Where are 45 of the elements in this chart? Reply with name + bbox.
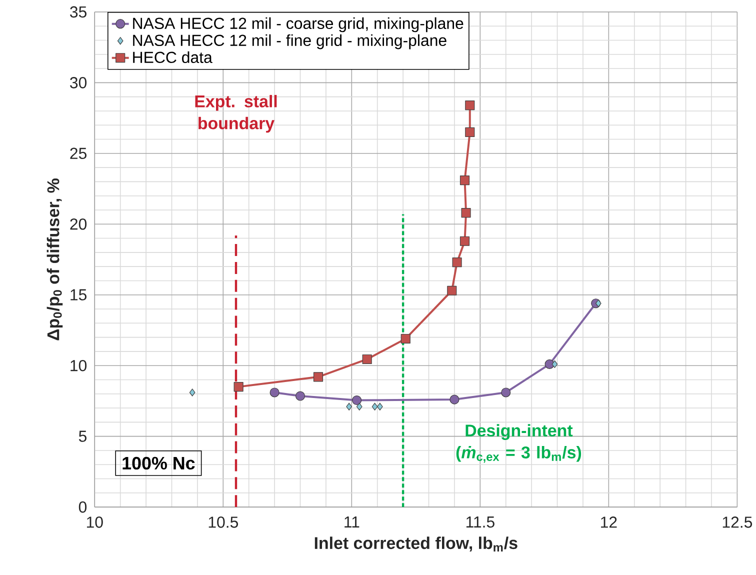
point <box>377 402 383 410</box>
y-tick-label: 25 <box>70 148 86 160</box>
y-axis-title: Δp$_{0}$/p$_{0}$ of diffuser, % <box>46 178 63 340</box>
y-tick-label: 0 <box>78 502 87 513</box>
x-tick-label: 11 <box>344 516 360 528</box>
point <box>295 391 306 401</box>
y-tick-label: 35 <box>70 6 86 18</box>
x-tick-label: 11.5 <box>466 516 494 528</box>
point <box>465 128 475 138</box>
legend-label: NASA HECC 12 mil - fine grid - mixing-plane <box>133 34 446 50</box>
point <box>313 372 324 382</box>
x-tick-label: 12.5 <box>722 516 752 528</box>
point <box>465 100 475 110</box>
point <box>356 402 362 410</box>
x-axis-title: Inlet corrected flow, lb$_{m}$/s <box>314 536 518 552</box>
point <box>270 388 280 398</box>
y-tick-label: 20 <box>70 218 87 230</box>
point <box>362 354 372 364</box>
x-tick-label: 10 <box>86 516 103 528</box>
point <box>400 334 410 344</box>
point <box>595 300 602 308</box>
point <box>552 360 558 368</box>
point <box>447 286 457 296</box>
y-tick-label: 5 <box>78 430 86 442</box>
legend-label: HECC data <box>133 51 212 64</box>
ref-line-label: Expt. stall boundary <box>195 95 277 133</box>
point <box>461 208 471 218</box>
point <box>234 382 244 392</box>
y-tick-label: 10 <box>70 360 87 372</box>
annotation: 100% Nc <box>122 456 195 470</box>
point <box>189 388 196 396</box>
point <box>450 394 460 404</box>
x-tick-label: 10.5 <box>208 516 238 528</box>
x-tick-label: 12 <box>601 516 617 528</box>
point <box>452 258 462 268</box>
y-tick-label: 15 <box>70 289 86 301</box>
annotation: Design-intent (ṁ$_{c,ex}$ = 3 lb$_{m}$/s) <box>456 424 582 463</box>
y-tick-label: 30 <box>70 77 87 88</box>
point <box>352 396 362 406</box>
point <box>460 236 470 246</box>
point <box>372 402 378 410</box>
point <box>501 388 511 398</box>
legend-label: NASA HECC 12 mil - coarse grid, mixing-plane <box>133 17 464 32</box>
point <box>346 402 352 410</box>
point <box>460 176 470 186</box>
